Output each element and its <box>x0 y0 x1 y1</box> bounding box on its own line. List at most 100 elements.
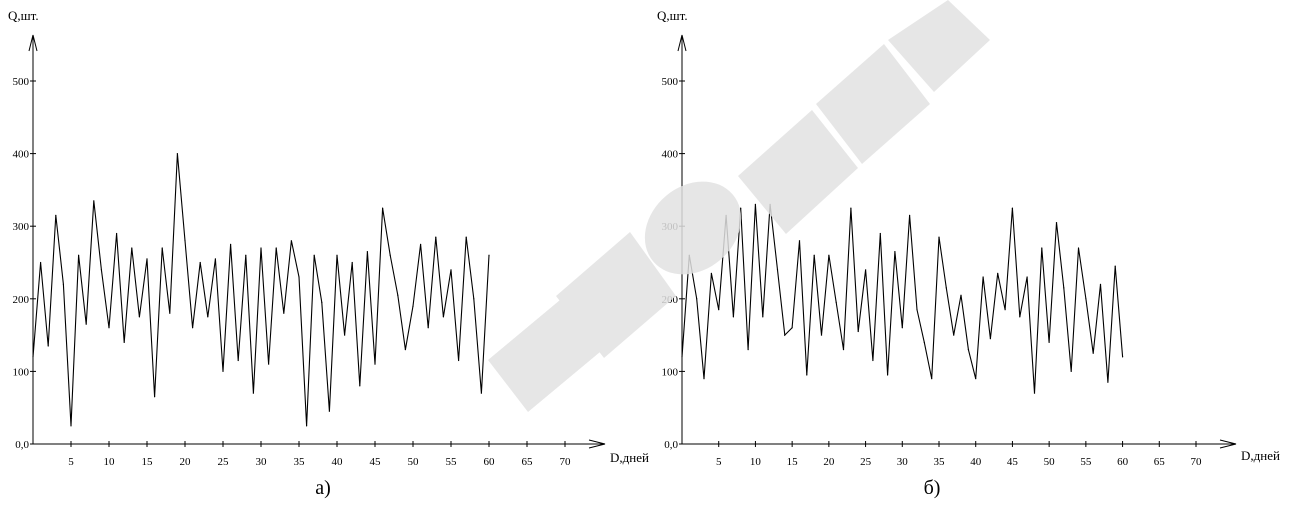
data-point <box>237 359 239 362</box>
data-point <box>703 378 705 380</box>
data-point <box>427 327 429 329</box>
data-point <box>442 316 444 318</box>
y-tick-label: 400 <box>662 149 679 161</box>
y-tick-label: 300 <box>13 221 30 233</box>
x-tick-label: 45 <box>1007 456 1019 468</box>
data-point <box>207 316 209 318</box>
data-point <box>1033 392 1036 394</box>
data-point <box>754 203 757 205</box>
x-tick-label: 40 <box>970 456 982 468</box>
data-point <box>116 232 118 235</box>
x-tick-label: 65 <box>1154 456 1166 468</box>
data-point <box>199 261 201 264</box>
x-axis-title: D,дней <box>610 450 649 465</box>
data-point <box>982 276 984 278</box>
data-point <box>791 327 793 329</box>
data-point <box>842 349 845 351</box>
x-tick-label: 70 <box>1191 456 1203 468</box>
x-tick-label: 50 <box>1044 456 1056 468</box>
data-point <box>306 425 308 427</box>
data-point <box>879 232 881 235</box>
data-point <box>747 349 749 351</box>
data-point <box>696 298 698 300</box>
data-point <box>865 269 867 271</box>
x-tick-label: 15 <box>142 456 154 468</box>
data-point <box>776 269 779 271</box>
chart-panel-2: 0,0 100 200 300 400 500 5 10 15 20 25 30 35 40 45 50 55 6… <box>657 8 1280 499</box>
data-point <box>70 425 72 427</box>
data-point <box>359 385 361 387</box>
data-point <box>740 207 742 209</box>
data-point <box>290 240 292 242</box>
data-point <box>1114 265 1116 267</box>
data-point <box>1011 207 1014 209</box>
data-point <box>1085 298 1087 300</box>
data-point <box>923 341 925 343</box>
data-point <box>762 316 764 318</box>
data-point <box>32 356 34 358</box>
data-point <box>975 378 977 380</box>
data-point <box>1063 287 1065 289</box>
x-tick-label: 25 <box>218 456 230 468</box>
data-point <box>192 327 194 329</box>
data-point <box>55 214 57 216</box>
y-axis-title: Q,шт. <box>657 8 688 23</box>
x-tick-label: 25 <box>860 456 872 468</box>
data-point <box>298 276 300 278</box>
data-point <box>1070 370 1072 372</box>
data-point <box>252 392 254 394</box>
data-point <box>366 251 368 253</box>
y-axis-arrow <box>677 34 687 52</box>
y-tick-label: 200 <box>662 294 679 306</box>
x-tick-label: 60 <box>484 456 496 468</box>
y-axis-arrow <box>28 34 38 52</box>
x-tick-label: 65 <box>522 456 534 468</box>
data-point <box>275 247 277 249</box>
y-tick-label: 100 <box>13 366 30 378</box>
x-tick-label: 55 <box>446 456 458 468</box>
data-point <box>283 312 285 314</box>
data-point <box>872 359 874 362</box>
data-point <box>450 269 452 271</box>
y-tick-label: 0,0 <box>15 439 29 451</box>
x-tick-label: 5 <box>68 456 74 468</box>
data-point <box>1099 283 1102 285</box>
data-point <box>260 247 262 249</box>
data-point <box>997 272 999 274</box>
y-axis-title: Q,шт. <box>8 8 39 23</box>
data-point <box>1004 309 1006 311</box>
y-tick-label: 200 <box>13 294 30 306</box>
data-point <box>681 356 683 358</box>
data-point <box>47 345 49 347</box>
data-point <box>412 305 414 307</box>
x-tick-label: 10 <box>104 456 116 468</box>
data-point <box>1048 341 1050 343</box>
data-point <box>374 363 376 365</box>
data-point <box>458 359 460 362</box>
data-point <box>835 301 837 303</box>
data-point <box>710 272 713 274</box>
data-point <box>480 392 482 394</box>
x-tick-label: 45 <box>370 456 382 468</box>
data-point <box>184 240 186 242</box>
series-line <box>681 204 1124 394</box>
data-point <box>351 261 353 264</box>
data-point <box>176 153 178 155</box>
data-point <box>78 254 80 256</box>
data-point <box>214 258 216 260</box>
data-point <box>321 301 323 303</box>
data-point <box>435 236 437 238</box>
data-point <box>960 294 962 296</box>
panel-label: б) <box>924 477 941 499</box>
x-axis-arrow <box>1219 439 1237 449</box>
y-tick-label: 100 <box>662 366 679 378</box>
x-axis-arrow <box>588 439 606 449</box>
data-point <box>473 298 475 300</box>
x-axis-title: D,дней <box>1241 448 1280 463</box>
data-point <box>798 240 801 242</box>
data-point <box>820 334 823 336</box>
y-tick-label: 500 <box>662 76 679 88</box>
data-point <box>389 254 391 256</box>
data-point <box>169 312 171 314</box>
